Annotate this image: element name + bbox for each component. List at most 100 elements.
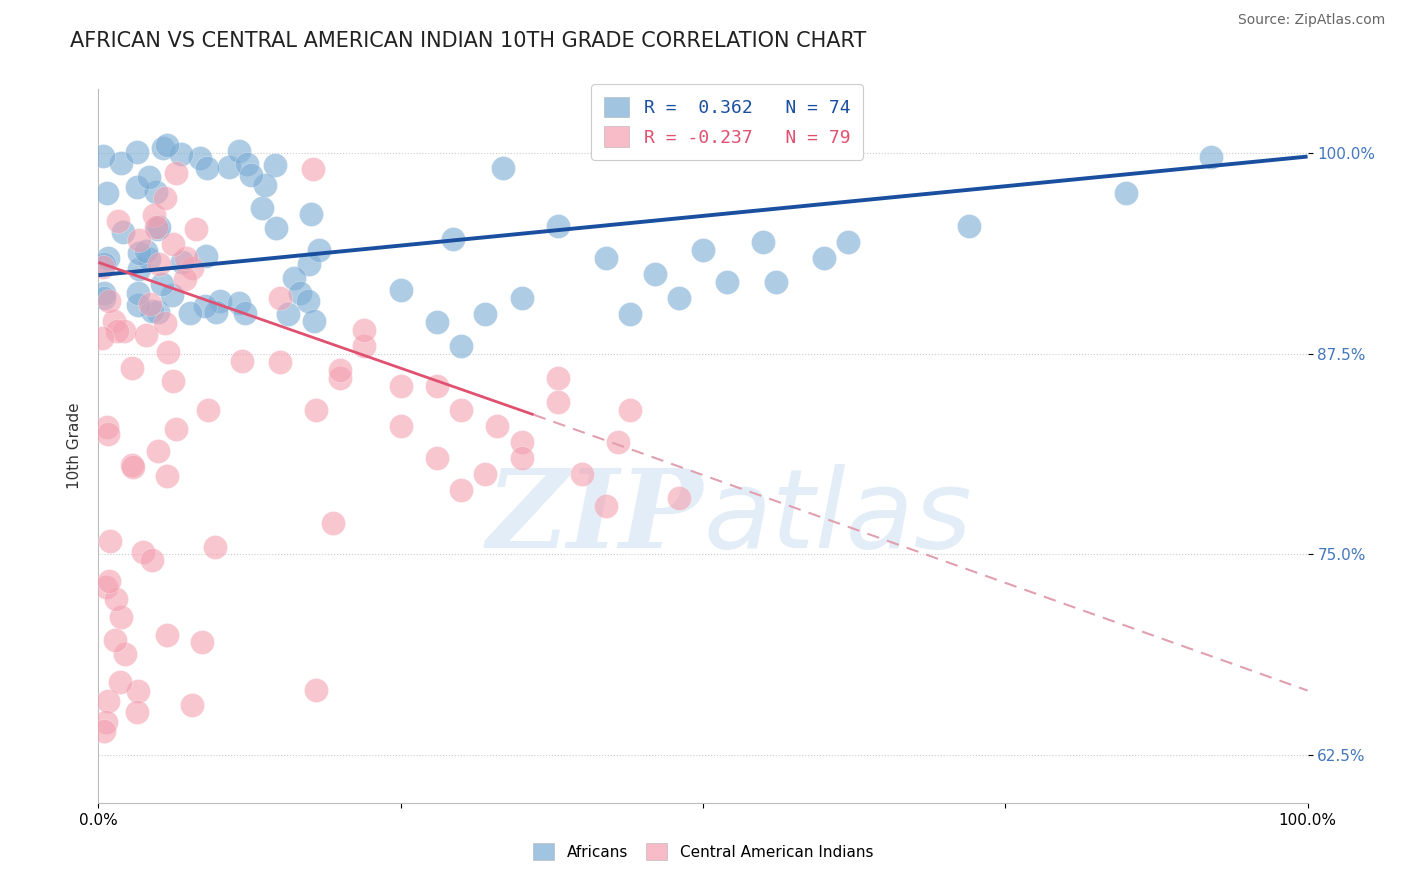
Point: [93, 286, 115, 301]
Point: [302, 314, 325, 328]
Point: [595, 251, 617, 265]
Point: [353, 339, 375, 353]
Point: [329, 363, 352, 377]
Point: [547, 395, 569, 409]
Point: [145, 220, 167, 235]
Point: [96, 420, 118, 434]
Point: [148, 257, 170, 271]
Point: [353, 323, 375, 337]
Point: [141, 552, 163, 566]
Point: [155, 627, 177, 641]
Point: [122, 460, 145, 475]
Text: atlas: atlas: [703, 464, 972, 571]
Point: [254, 178, 277, 192]
Point: [93, 291, 115, 305]
Point: [97, 427, 120, 442]
Point: [441, 232, 464, 246]
Point: [135, 327, 157, 342]
Point: [1115, 186, 1137, 201]
Point: [160, 288, 183, 302]
Point: [450, 339, 472, 353]
Point: [619, 307, 641, 321]
Point: [155, 191, 177, 205]
Point: [121, 458, 143, 472]
Point: [957, 219, 980, 233]
Point: [298, 257, 321, 271]
Point: [170, 147, 193, 161]
Point: [269, 291, 291, 305]
Point: [474, 467, 496, 481]
Point: [305, 403, 328, 417]
Point: [492, 161, 515, 176]
Point: [426, 315, 449, 329]
Point: [426, 450, 449, 465]
Point: [93, 723, 115, 738]
Point: [1199, 150, 1222, 164]
Point: [110, 156, 132, 170]
Point: [138, 296, 160, 310]
Point: [426, 379, 449, 393]
Point: [146, 444, 169, 458]
Point: [96, 580, 118, 594]
Point: [299, 207, 322, 221]
Point: [283, 271, 305, 285]
Point: [128, 262, 150, 277]
Point: [145, 186, 167, 200]
Point: [547, 219, 569, 233]
Point: [644, 267, 666, 281]
Text: ZIP: ZIP: [486, 464, 703, 571]
Point: [132, 545, 155, 559]
Point: [510, 435, 533, 450]
Point: [156, 468, 179, 483]
Point: [204, 540, 226, 554]
Point: [96, 714, 118, 729]
Point: [231, 353, 253, 368]
Point: [607, 435, 630, 450]
Point: [91, 149, 114, 163]
Point: [450, 483, 472, 497]
Point: [571, 467, 593, 481]
Point: [121, 361, 143, 376]
Y-axis label: 10th Grade: 10th Grade: [66, 402, 82, 490]
Point: [322, 516, 344, 530]
Point: [308, 244, 330, 258]
Point: [104, 592, 127, 607]
Point: [186, 222, 208, 236]
Point: [127, 145, 149, 160]
Point: [269, 355, 291, 369]
Point: [297, 293, 319, 308]
Point: [813, 251, 835, 265]
Point: [233, 306, 256, 320]
Point: [179, 306, 201, 320]
Point: [264, 158, 287, 172]
Point: [228, 296, 250, 310]
Point: [209, 294, 232, 309]
Point: [619, 403, 641, 417]
Point: [302, 162, 325, 177]
Point: [837, 235, 859, 249]
Point: [264, 221, 287, 235]
Text: AFRICAN VS CENTRAL AMERICAN INDIAN 10TH GRADE CORRELATION CHART: AFRICAN VS CENTRAL AMERICAN INDIAN 10TH …: [70, 31, 866, 51]
Point: [547, 371, 569, 385]
Point: [288, 285, 311, 300]
Point: [173, 271, 195, 285]
Point: [103, 314, 125, 328]
Point: [486, 419, 509, 434]
Point: [141, 304, 163, 318]
Point: [752, 235, 775, 249]
Point: [108, 674, 131, 689]
Point: [138, 252, 160, 266]
Text: Source: ZipAtlas.com: Source: ZipAtlas.com: [1237, 13, 1385, 28]
Point: [98, 533, 121, 548]
Point: [162, 236, 184, 251]
Point: [174, 251, 197, 265]
Point: [96, 186, 118, 200]
Point: [128, 246, 150, 260]
Point: [191, 634, 214, 648]
Point: [104, 632, 127, 647]
Point: [110, 610, 132, 624]
Point: [765, 275, 787, 289]
Point: [180, 698, 202, 713]
Point: [692, 243, 714, 257]
Point: [105, 325, 128, 339]
